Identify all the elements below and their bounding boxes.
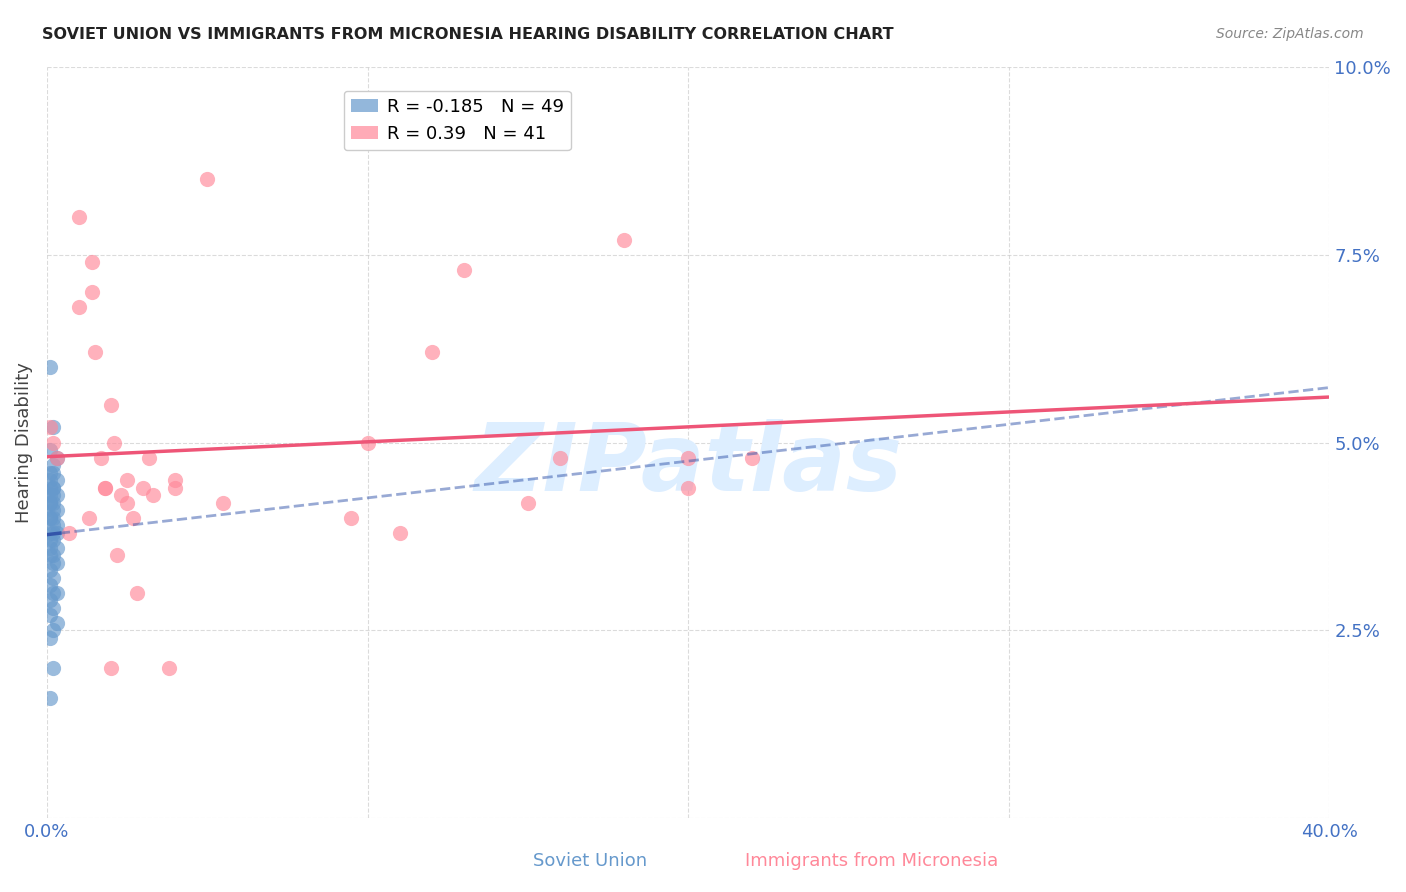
Point	[42, 533, 65, 548]
Legend: R = -0.185   N = 49, R = 0.39   N = 41: R = -0.185 N = 49, R = 0.39 N = 41	[343, 91, 571, 150]
Point	[165, 481, 187, 495]
Point	[39, 593, 62, 607]
Point	[138, 450, 160, 465]
Point	[42, 481, 65, 495]
Point	[42, 549, 65, 563]
Point	[42, 571, 65, 585]
Point	[39, 608, 62, 623]
Point	[39, 510, 62, 524]
Text: ZIPatlas: ZIPatlas	[474, 419, 903, 511]
Text: Immigrants from Micronesia: Immigrants from Micronesia	[745, 852, 998, 870]
Point	[67, 210, 90, 224]
Point	[45, 541, 67, 555]
Point	[125, 586, 148, 600]
Point	[42, 435, 65, 450]
Point	[39, 466, 62, 480]
Point	[80, 285, 103, 300]
Point	[39, 691, 62, 706]
Point	[45, 615, 67, 630]
Point	[107, 549, 129, 563]
Point	[741, 450, 763, 465]
Point	[100, 398, 122, 412]
Point	[45, 586, 67, 600]
Point	[42, 661, 65, 675]
Point	[80, 255, 103, 269]
Point	[39, 578, 62, 592]
Point	[39, 473, 62, 487]
Point	[39, 443, 62, 458]
Point	[39, 533, 62, 548]
Point	[90, 450, 112, 465]
Point	[42, 518, 65, 533]
Point	[132, 481, 155, 495]
Point	[39, 420, 62, 434]
Point	[39, 360, 62, 375]
Point	[115, 496, 138, 510]
Point	[42, 488, 65, 502]
Point	[115, 473, 138, 487]
Point	[110, 488, 132, 502]
Text: SOVIET UNION VS IMMIGRANTS FROM MICRONESIA HEARING DISABILITY CORRELATION CHART: SOVIET UNION VS IMMIGRANTS FROM MICRONES…	[42, 27, 894, 42]
Point	[420, 345, 443, 359]
Point	[45, 556, 67, 570]
Point	[45, 450, 67, 465]
Point	[356, 435, 378, 450]
Point	[39, 510, 62, 524]
Point	[58, 525, 80, 540]
Point	[103, 435, 125, 450]
Point	[613, 233, 636, 247]
Point	[165, 473, 187, 487]
Point	[548, 450, 571, 465]
Point	[42, 420, 65, 434]
Point	[42, 466, 65, 480]
Point	[77, 510, 100, 524]
Point	[42, 624, 65, 638]
Point	[39, 525, 62, 540]
Point	[142, 488, 165, 502]
Point	[84, 345, 107, 359]
Point	[45, 503, 67, 517]
Point	[39, 488, 62, 502]
Point	[39, 496, 62, 510]
Point	[42, 458, 65, 472]
Point	[45, 450, 67, 465]
Point	[42, 586, 65, 600]
Point	[340, 510, 363, 524]
Point	[516, 496, 538, 510]
Point	[42, 481, 65, 495]
Point	[195, 172, 218, 186]
Point	[39, 549, 62, 563]
Point	[676, 481, 699, 495]
Point	[42, 496, 65, 510]
Point	[100, 661, 122, 675]
Point	[676, 450, 699, 465]
Point	[45, 473, 67, 487]
Point	[453, 262, 475, 277]
Point	[42, 503, 65, 517]
Point	[67, 300, 90, 314]
Y-axis label: Hearing Disability: Hearing Disability	[15, 362, 32, 523]
Point	[39, 481, 62, 495]
Point	[45, 518, 67, 533]
Point	[122, 510, 145, 524]
Point	[42, 510, 65, 524]
Point	[45, 488, 67, 502]
Point	[39, 563, 62, 577]
Point	[388, 525, 411, 540]
Point	[93, 481, 115, 495]
Point	[42, 525, 65, 540]
Point	[212, 496, 235, 510]
Point	[39, 541, 62, 555]
Text: Soviet Union: Soviet Union	[533, 852, 648, 870]
Point	[93, 481, 115, 495]
Point	[39, 496, 62, 510]
Point	[45, 525, 67, 540]
Text: Source: ZipAtlas.com: Source: ZipAtlas.com	[1216, 27, 1364, 41]
Point	[42, 556, 65, 570]
Point	[39, 631, 62, 645]
Point	[42, 601, 65, 615]
Point	[157, 661, 180, 675]
